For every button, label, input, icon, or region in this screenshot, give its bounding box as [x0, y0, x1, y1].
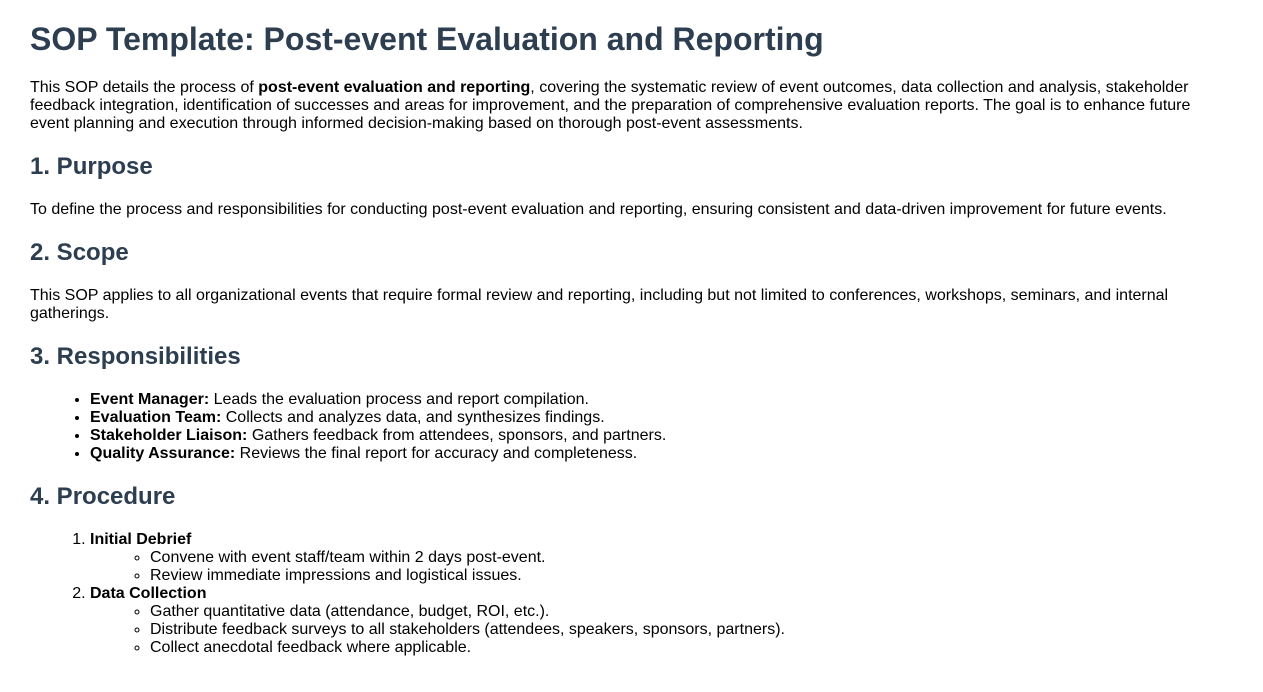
role-desc: Gathers feedback from attendees, sponsor… — [247, 427, 667, 444]
role-label: Quality Assurance: — [90, 445, 236, 462]
list-item: Event Manager: Leads the evaluation proc… — [90, 391, 1233, 409]
procedure-list: Initial Debrief Convene with event staff… — [30, 531, 1233, 657]
role-desc: Reviews the final report for accuracy an… — [235, 445, 638, 462]
role-label: Event Manager: — [90, 391, 210, 408]
list-item: Convene with event staff/team within 2 d… — [150, 549, 1233, 567]
role-desc: Collects and analyzes data, and synthesi… — [221, 409, 605, 426]
step-title: Data Collection — [90, 585, 207, 602]
purpose-heading: 1. Purpose — [30, 153, 153, 180]
procedure-heading: 4. Procedure — [30, 483, 176, 510]
role-label: Evaluation Team: — [90, 409, 222, 426]
purpose-text: To define the process and responsibiliti… — [30, 201, 1167, 218]
step-sublist: Gather quantitative data (attendance, bu… — [90, 603, 1233, 657]
procedure-step: Data Collection Gather quantitative data… — [90, 585, 1233, 657]
list-item: Evaluation Team: Collects and analyzes d… — [90, 409, 1233, 427]
responsibilities-heading: 3. Responsibilities — [30, 343, 241, 370]
intro-bold: post-event evaluation and reporting — [258, 79, 531, 96]
intro-text: This SOP details the process of — [30, 79, 259, 96]
role-desc: Leads the evaluation process and report … — [209, 391, 589, 408]
scope-heading: 2. Scope — [30, 239, 129, 266]
intro-paragraph: This SOP details the process of post-eve… — [30, 79, 1233, 133]
step-sublist: Convene with event staff/team within 2 d… — [90, 549, 1233, 585]
step-title: Initial Debrief — [90, 531, 192, 548]
list-item: Distribute feedback surveys to all stake… — [150, 621, 1233, 639]
list-item: Collect anecdotal feedback where applica… — [150, 639, 1233, 657]
page-title: SOP Template: Post-event Evaluation and … — [30, 21, 824, 57]
intro-text-rest: , covering the systematic review of even… — [30, 79, 1191, 132]
scope-text: This SOP applies to all organizational e… — [30, 287, 1169, 322]
list-item: Gather quantitative data (attendance, bu… — [150, 603, 1233, 621]
procedure-step: Initial Debrief Convene with event staff… — [90, 531, 1233, 585]
list-item: Quality Assurance: Reviews the final rep… — [90, 445, 1233, 463]
responsibilities-list: Event Manager: Leads the evaluation proc… — [30, 391, 1233, 463]
list-item: Review immediate impressions and logisti… — [150, 567, 1233, 585]
role-label: Stakeholder Liaison: — [90, 427, 248, 444]
list-item: Stakeholder Liaison: Gathers feedback fr… — [90, 427, 1233, 445]
